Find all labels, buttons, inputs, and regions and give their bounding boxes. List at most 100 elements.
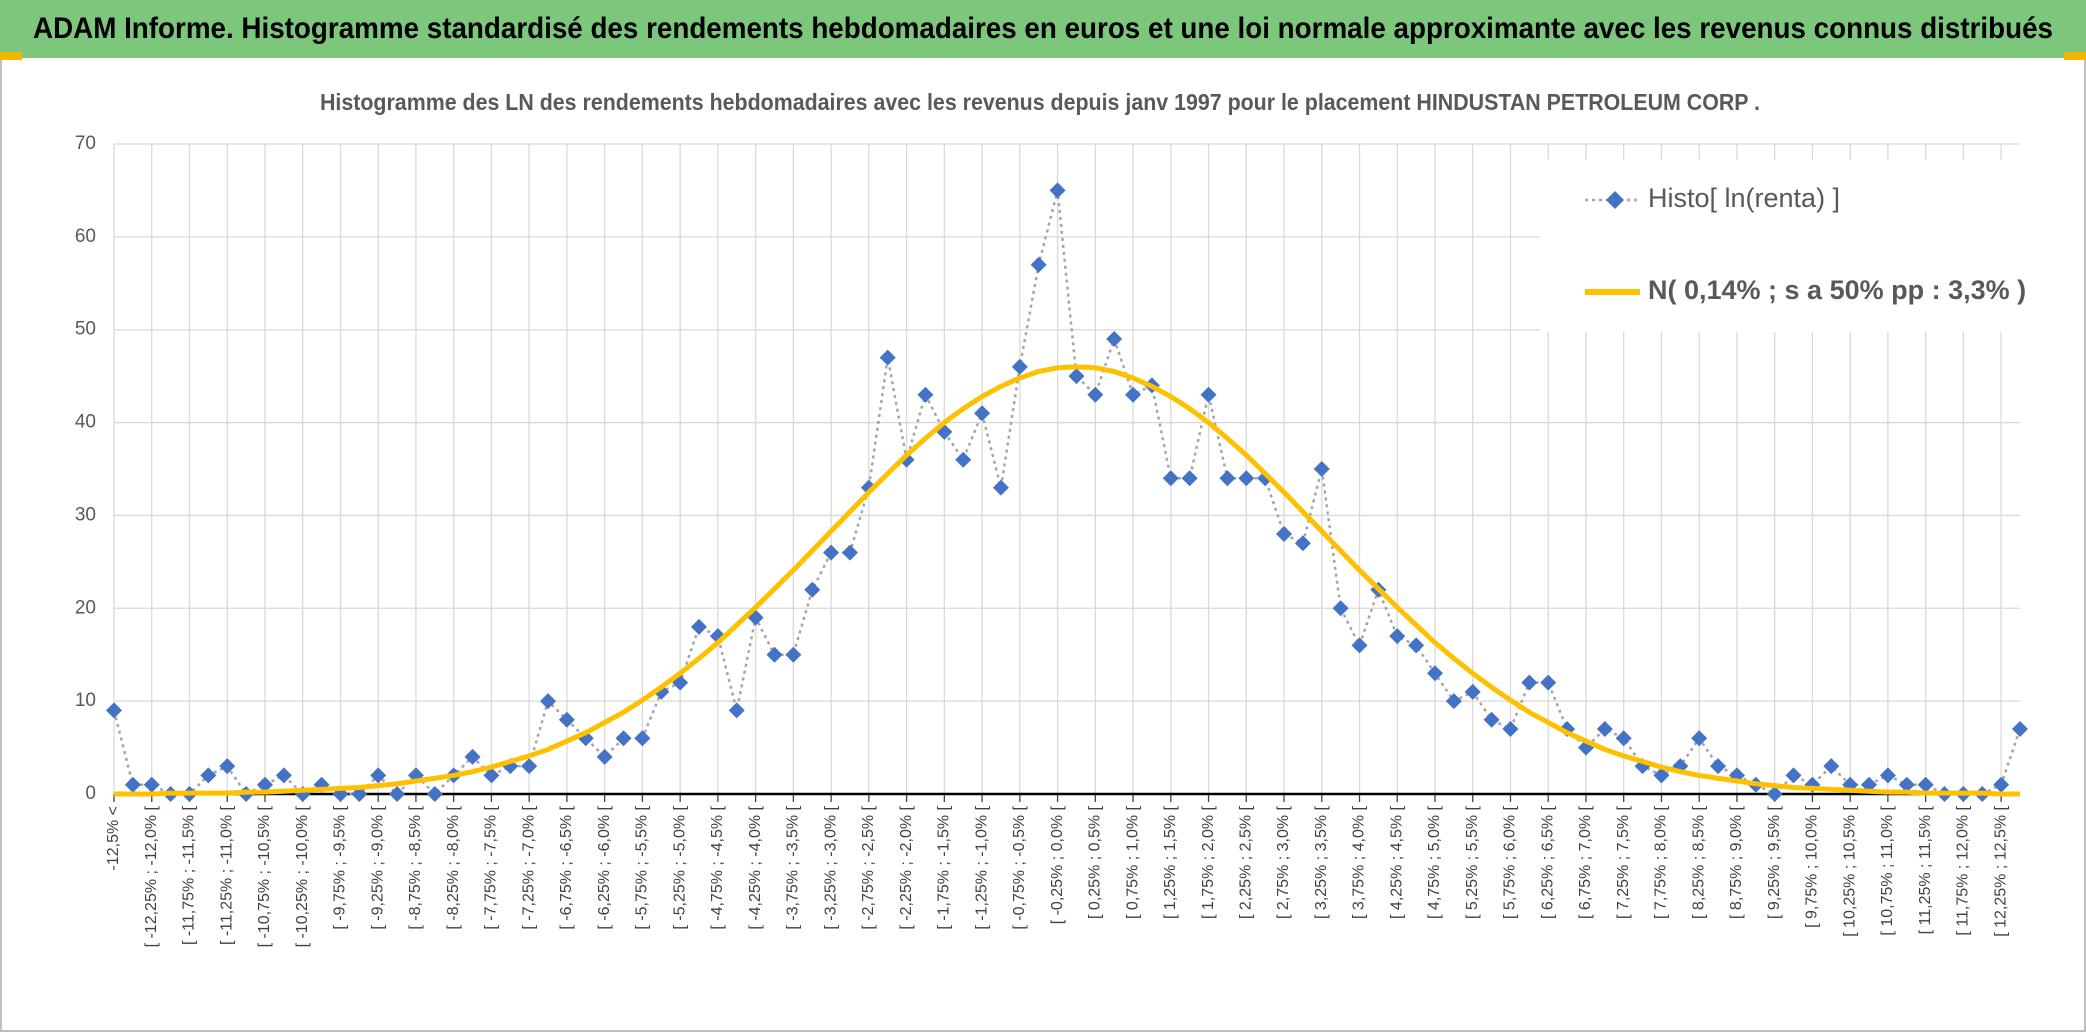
- y-tick-label: 50: [75, 319, 96, 340]
- x-tick-label: [ -1,75% ; -1,5% [: [936, 805, 953, 929]
- point-marker: [1181, 470, 1198, 487]
- corner-left: [0, 52, 22, 60]
- point-marker: [1276, 526, 1293, 542]
- point-marker: [370, 767, 387, 784]
- point-marker: [1389, 628, 1406, 645]
- x-tick-label: [ -6,75% ; -6,5% [: [558, 805, 575, 929]
- point-marker: [256, 776, 273, 793]
- x-tick-label: [ -8,75% ; -8,5% [: [407, 805, 424, 929]
- point-marker: [1294, 535, 1311, 552]
- point-marker: [1049, 182, 1066, 199]
- point-marker: [1615, 730, 1632, 747]
- x-tick-label: [ 10,75% ; 11,0% [: [1879, 805, 1896, 935]
- point-marker: [1596, 721, 1613, 737]
- point-marker: [841, 544, 858, 561]
- x-tick-label: [ -9,75% ; -9,5% [: [332, 805, 349, 929]
- x-tick-label: [ -11,25% ; -11,0% [: [218, 805, 235, 945]
- x-tick-label: [ -3,75% ; -3,5% [: [785, 805, 802, 929]
- point-marker: [785, 646, 802, 663]
- point-marker: [143, 776, 160, 793]
- point-marker: [1106, 331, 1123, 347]
- x-tick-label: [ 12,25% ; 12,5% [: [1992, 805, 2009, 936]
- y-tick-label: 20: [75, 597, 96, 618]
- point-marker: [540, 693, 557, 710]
- point-marker: [1068, 368, 1085, 385]
- x-tick-label: [ 7,25% ; 7,5% [: [1615, 805, 1632, 919]
- point-marker: [219, 758, 236, 775]
- point-marker: [200, 767, 217, 784]
- point-marker: [1691, 730, 1708, 747]
- point-marker: [955, 451, 972, 468]
- x-tick-label: [ -10,25% ; -10,0% [: [294, 805, 311, 947]
- point-marker: [1993, 776, 2010, 793]
- legend-label: N( 0,14% ; s a 50% pp : 3,3% ): [1648, 275, 2026, 305]
- x-tick-label: [ -11,75% ; -11,5% [: [181, 805, 198, 945]
- x-tick-label: [ 1,75% ; 2,0% [: [1200, 805, 1217, 919]
- point-marker: [596, 748, 613, 765]
- chart-title: Histogramme des LN des rendements hebdom…: [320, 89, 1760, 115]
- point-marker: [1408, 637, 1425, 654]
- x-tick-label: [ 1,25% ; 1,5% [: [1162, 805, 1179, 919]
- header-band: [0, 0, 2086, 58]
- x-tick-label: [ 0,25% ; 0,5% [: [1087, 805, 1104, 919]
- y-tick-label: 70: [75, 133, 96, 154]
- point-marker: [1766, 786, 1783, 802]
- x-tick-label: [ -6,25% ; -6,0% [: [596, 805, 613, 929]
- point-marker: [275, 767, 292, 784]
- point-marker: [1785, 767, 1802, 784]
- point-marker: [1653, 767, 1670, 784]
- point-marker: [558, 711, 575, 728]
- point-marker: [106, 702, 122, 719]
- point-marker: [1464, 683, 1481, 700]
- y-tick-label: 60: [75, 226, 96, 247]
- x-tick-label: [ -0,75% ; -0,5% [: [1011, 805, 1028, 929]
- point-marker: [1332, 600, 1349, 617]
- point-marker: [2012, 721, 2028, 737]
- x-tick-label: [ 3,25% ; 3,5% [: [1313, 805, 1330, 919]
- point-marker: [1030, 256, 1047, 273]
- point-marker: [992, 479, 1009, 496]
- legend-box: [1540, 160, 2020, 332]
- point-marker: [804, 581, 821, 598]
- x-tick-label: [ 9,75% ; 10,0% [: [1804, 805, 1821, 927]
- x-tick-label: [ 7,75% ; 8,0% [: [1653, 805, 1670, 919]
- x-tick-label: [ 5,75% ; 6,0% [: [1502, 805, 1519, 919]
- x-tick-label: -12,5% <: [105, 806, 122, 870]
- point-marker: [728, 702, 745, 719]
- x-tick-label: [ 4,25% ; 4,5% [: [1388, 805, 1405, 919]
- point-marker: [1313, 461, 1330, 477]
- x-tick-label: [ -7,25% ; -7,0% [: [520, 805, 537, 929]
- point-marker: [389, 786, 406, 802]
- point-marker: [974, 405, 991, 422]
- x-tick-label: [ -2,75% ; -2,5% [: [860, 805, 877, 929]
- point-marker: [1917, 776, 1934, 793]
- y-tick-label: 10: [75, 690, 96, 711]
- point-marker: [823, 544, 840, 561]
- point-marker: [464, 748, 481, 765]
- point-marker: [1011, 358, 1028, 375]
- point-marker: [917, 386, 934, 403]
- y-tick-label: 40: [75, 412, 96, 433]
- point-marker: [483, 767, 500, 784]
- x-tick-label: [ 10,25% ; 10,5% [: [1841, 805, 1858, 936]
- point-marker: [766, 646, 783, 663]
- y-tick-label: 0: [85, 783, 96, 804]
- x-tick-label: [ 11,25% ; 11,5% [: [1917, 805, 1934, 934]
- point-marker: [1219, 470, 1236, 487]
- x-tick-label: [ 2,25% ; 2,5% [: [1237, 805, 1254, 919]
- x-tick-label: [ 8,25% ; 8,5% [: [1690, 805, 1707, 919]
- x-tick-label: [ -9,25% ; -9,0% [: [369, 805, 386, 929]
- point-marker: [634, 730, 651, 747]
- point-marker: [691, 618, 708, 635]
- legend-label: Histo[ ln(renta) ]: [1648, 183, 1840, 213]
- point-marker: [1823, 758, 1840, 775]
- x-tick-label: [ 9,25% ; 9,5% [: [1766, 805, 1783, 919]
- point-marker: [521, 758, 538, 775]
- x-tick-label: [ -5,75% ; -5,5% [: [634, 805, 651, 929]
- point-marker: [124, 776, 141, 793]
- x-tick-label: [ 8,75% ; 9,0% [: [1728, 805, 1745, 919]
- x-tick-label: [ 4,75% ; 5,0% [: [1426, 805, 1443, 919]
- x-tick-label: [ 0,75% ; 1,0% [: [1124, 805, 1141, 919]
